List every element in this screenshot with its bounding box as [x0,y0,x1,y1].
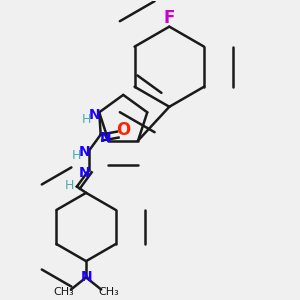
Text: F: F [164,9,175,27]
Text: N: N [79,166,90,180]
Text: N: N [100,130,111,145]
Text: N: N [89,108,100,122]
Text: CH₃: CH₃ [98,287,119,297]
Text: CH₃: CH₃ [53,287,74,297]
Text: O: O [116,121,130,139]
Text: N: N [80,271,92,284]
Text: H: H [72,149,81,162]
Text: N: N [79,146,90,159]
Text: H: H [65,178,74,192]
Text: H: H [82,113,92,126]
